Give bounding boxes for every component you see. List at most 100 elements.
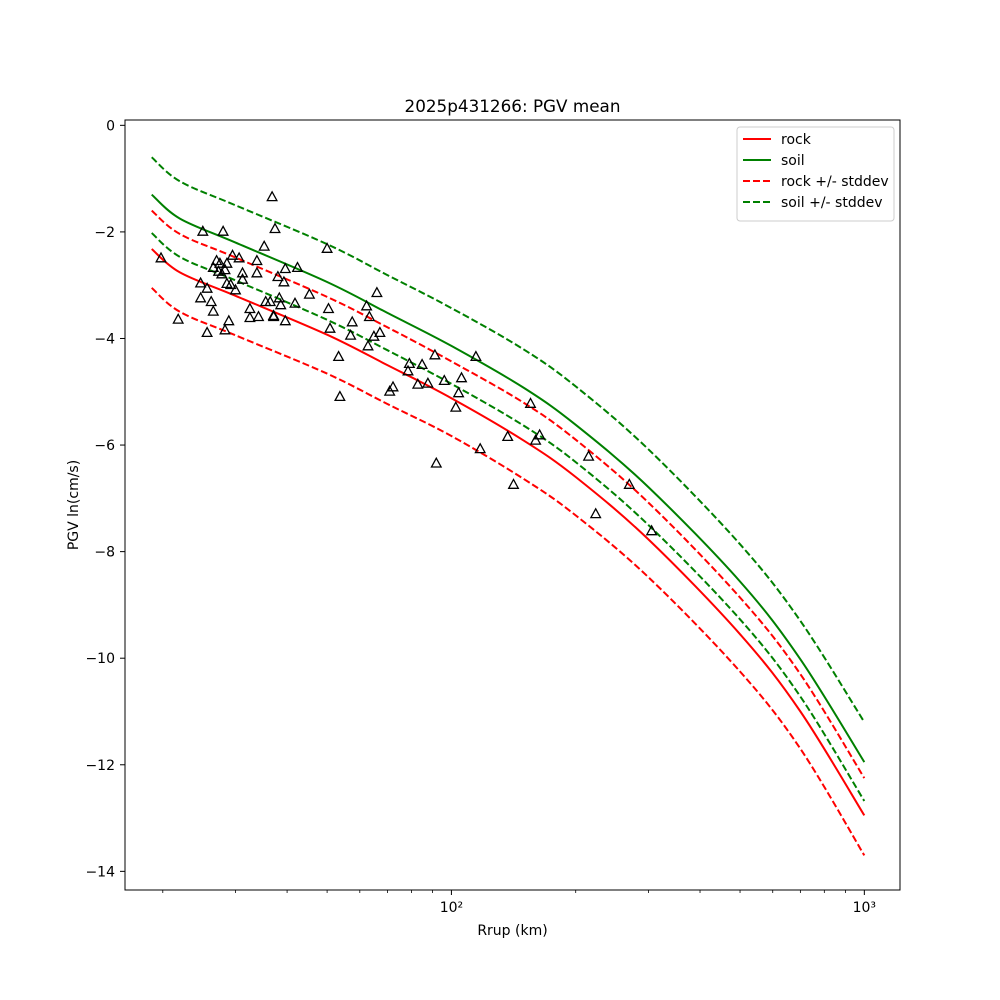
observation-point — [251, 266, 263, 278]
observation-point — [221, 257, 233, 268]
legend-label: rock — [781, 132, 812, 148]
observation-point — [233, 251, 245, 263]
legend-label: rock +/- stddev — [781, 174, 889, 190]
observation-point — [217, 225, 229, 236]
observation-point — [289, 296, 301, 308]
observation-point — [279, 314, 292, 326]
observation-point — [219, 263, 231, 275]
observation-point — [278, 275, 290, 287]
legend: rock soil rock +/- stddev soil +/- stddev — [736, 126, 895, 222]
observation-point — [411, 377, 424, 389]
observation-point — [194, 276, 207, 288]
y-tick-label: −12 — [85, 758, 115, 774]
observation-point — [267, 310, 280, 322]
observation-point — [244, 302, 256, 314]
series-line-2 — [151, 209, 866, 779]
observation-point — [582, 449, 595, 461]
observation-point — [236, 273, 249, 284]
y-tick-label: −14 — [85, 864, 115, 880]
observation-point — [226, 249, 239, 260]
observation-point — [251, 254, 263, 266]
observation-point — [322, 302, 335, 314]
observation-point — [172, 312, 185, 324]
legend-label: soil +/- stddev — [781, 195, 883, 211]
observation-point — [334, 390, 346, 402]
observation-point — [430, 456, 443, 468]
observation-point — [222, 314, 235, 326]
observation-point — [321, 242, 333, 253]
observation-point — [266, 190, 278, 202]
series-line-4 — [151, 156, 866, 723]
observation-point — [589, 507, 602, 519]
y-axis-ticks: 0 −2 −4 −6 −8 −10 −12 −14 — [85, 118, 125, 880]
observation-point — [272, 270, 284, 282]
chart-title: 2025p431266: PGV mean — [405, 96, 621, 116]
series-line-5 — [151, 232, 866, 802]
observation-point — [155, 251, 167, 263]
y-tick-label: 0 — [106, 118, 115, 134]
series-line-1 — [151, 193, 866, 763]
y-axis-label: PGV ln(cm/s) — [66, 460, 82, 550]
legend-box — [736, 126, 895, 222]
observation-point — [438, 374, 451, 386]
observation-point — [455, 371, 468, 383]
x-tick-label: 10² — [440, 900, 463, 916]
legend-label: soil — [781, 153, 805, 169]
observation-point — [507, 478, 520, 489]
x-tick-label: 10³ — [853, 900, 876, 916]
observation-point — [236, 266, 249, 278]
x-axis-label: Rrup (km) — [477, 923, 547, 939]
observation-point — [279, 262, 292, 274]
observation-point — [205, 295, 218, 307]
observation-point — [623, 478, 636, 489]
series-line-0 — [151, 248, 866, 816]
observation-point — [449, 400, 462, 412]
observation-point — [224, 278, 237, 290]
observation-point — [194, 291, 207, 303]
observation-point — [229, 283, 242, 295]
y-tick-label: −2 — [94, 225, 115, 241]
observation-points — [155, 190, 658, 536]
observation-point — [196, 225, 209, 236]
observation-point — [207, 304, 220, 316]
observation-point — [387, 380, 399, 392]
observation-point — [362, 339, 374, 351]
y-tick-label: −4 — [94, 331, 115, 347]
observation-point — [402, 364, 414, 376]
observation-point — [452, 386, 465, 398]
observation-point — [258, 239, 271, 251]
observation-point — [214, 257, 226, 268]
observation-point — [291, 261, 304, 273]
observation-point — [645, 524, 658, 536]
observation-point — [252, 310, 265, 322]
y-tick-label: −8 — [94, 545, 115, 561]
plot-frame — [124, 119, 901, 891]
observation-point — [303, 287, 316, 299]
observation-point — [346, 315, 359, 327]
observation-point — [201, 282, 213, 293]
observation-point — [332, 350, 345, 362]
observation-point — [344, 328, 357, 340]
observation-point — [403, 357, 416, 369]
observation-point — [416, 358, 428, 370]
observation-point — [324, 322, 336, 333]
observation-point — [374, 326, 386, 338]
observation-point — [529, 433, 542, 445]
observation-point — [470, 350, 482, 362]
observation-point — [429, 348, 441, 360]
observation-point — [524, 397, 537, 408]
y-tick-label: −6 — [94, 438, 115, 454]
observation-point — [533, 428, 546, 440]
observation-point — [244, 311, 256, 323]
observation-point — [360, 299, 373, 311]
observation-point — [264, 295, 277, 307]
observation-point — [363, 310, 376, 322]
observation-point — [274, 298, 287, 310]
observation-point — [269, 222, 281, 234]
observation-point — [219, 323, 231, 335]
y-tick-label: −10 — [85, 651, 115, 667]
series-line-3 — [151, 287, 866, 856]
series-layer — [151, 156, 866, 856]
observation-point — [422, 376, 434, 388]
